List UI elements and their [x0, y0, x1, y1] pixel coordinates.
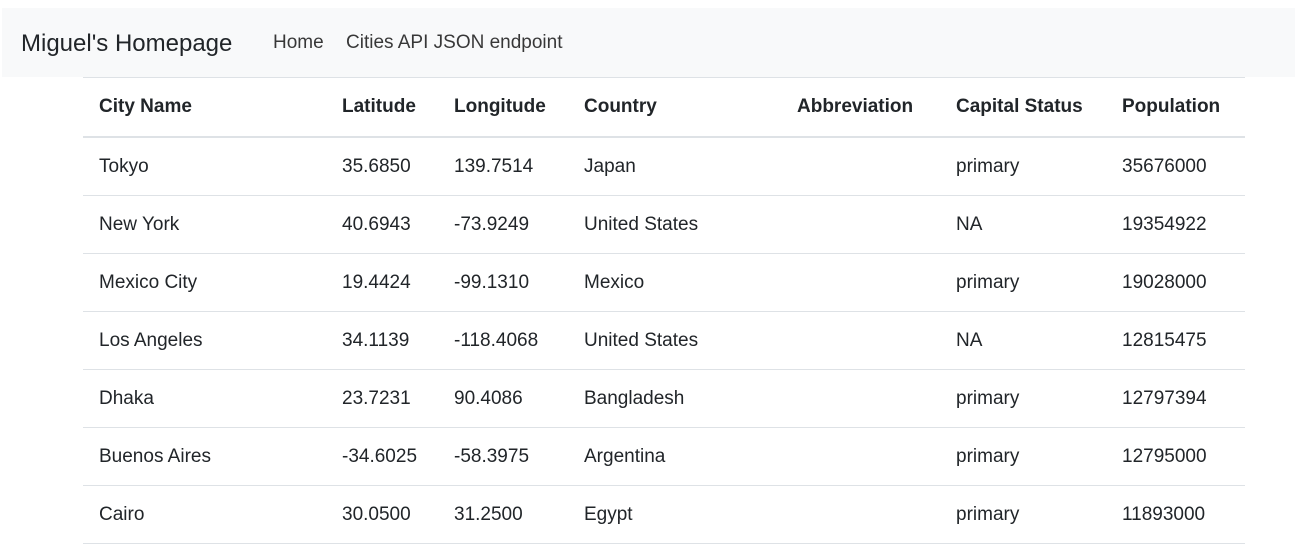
table-row: Tokyo 35.6850 139.7514 Japan primary 356… [83, 136, 1245, 196]
cell-population: 12797394 [1106, 369, 1245, 428]
cell-longitude: -99.1310 [438, 253, 568, 312]
cell-abbreviation [781, 253, 940, 312]
table-row: New York 40.6943 -73.9249 United States … [83, 195, 1245, 254]
column-header-capital-status: Capital Status [940, 77, 1106, 138]
cell-city-name: Los Angeles [83, 311, 326, 370]
cell-country: Argentina [568, 427, 781, 486]
cell-abbreviation [781, 369, 940, 428]
cell-latitude: 34.1139 [326, 311, 438, 370]
cell-capital-status: primary [940, 136, 1106, 196]
cell-longitude: 90.4086 [438, 369, 568, 428]
cell-capital-status: primary [940, 485, 1106, 544]
cell-population: 12815475 [1106, 311, 1245, 370]
cell-latitude: 40.6943 [326, 195, 438, 254]
cell-city-name: Mexico City [83, 253, 326, 312]
cell-city-name: New York [83, 195, 326, 254]
cell-latitude: 30.0500 [326, 485, 438, 544]
cell-abbreviation [781, 136, 940, 196]
cell-capital-status: NA [940, 195, 1106, 254]
cell-country: Bangladesh [568, 369, 781, 428]
cell-longitude: -73.9249 [438, 195, 568, 254]
table-row: Los Angeles 34.1139 -118.4068 United Sta… [83, 311, 1245, 370]
cell-latitude: 23.7231 [326, 369, 438, 428]
cell-country: Japan [568, 136, 781, 196]
table-header-row: City Name Latitude Longitude Country Abb… [83, 77, 1245, 138]
cell-city-name: Tokyo [83, 136, 326, 196]
cell-abbreviation [781, 427, 940, 486]
cell-latitude: 35.6850 [326, 136, 438, 196]
cell-city-name: Cairo [83, 485, 326, 544]
cell-capital-status: primary [940, 369, 1106, 428]
cell-longitude: -118.4068 [438, 311, 568, 370]
nav-link-home[interactable]: Home [273, 32, 324, 53]
cell-abbreviation [781, 311, 940, 370]
column-header-abbreviation: Abbreviation [781, 77, 940, 138]
nav-link-cities-api[interactable]: Cities API JSON endpoint [346, 32, 563, 53]
cell-country: Mexico [568, 253, 781, 312]
cell-country: United States [568, 195, 781, 254]
cell-longitude: 31.2500 [438, 485, 568, 544]
top-navbar: Miguel's Homepage Home Cities API JSON e… [2, 8, 1295, 77]
cell-capital-status: primary [940, 253, 1106, 312]
cell-population: 12795000 [1106, 427, 1245, 486]
cell-population: 19354922 [1106, 195, 1245, 254]
cell-capital-status: NA [940, 311, 1106, 370]
cell-capital-status: primary [940, 427, 1106, 486]
table-row: Mexico City 19.4424 -99.1310 Mexico prim… [83, 253, 1245, 312]
table-row: Buenos Aires -34.6025 -58.3975 Argentina… [83, 427, 1245, 486]
cell-latitude: -34.6025 [326, 427, 438, 486]
brand-link[interactable]: Miguel's Homepage [21, 30, 233, 57]
cell-longitude: -58.3975 [438, 427, 568, 486]
cell-population: 35676000 [1106, 136, 1245, 196]
cell-latitude: 19.4424 [326, 253, 438, 312]
cell-city-name: Buenos Aires [83, 427, 326, 486]
column-header-population: Population [1106, 77, 1245, 138]
column-header-longitude: Longitude [438, 77, 568, 138]
cell-longitude: 139.7514 [438, 136, 568, 196]
cell-country: Egypt [568, 485, 781, 544]
cell-city-name: Dhaka [83, 369, 326, 428]
column-header-latitude: Latitude [326, 77, 438, 138]
table-row: Cairo 30.0500 31.2500 Egypt primary 1189… [83, 485, 1245, 544]
cell-abbreviation [781, 485, 940, 544]
cell-abbreviation [781, 195, 940, 254]
column-header-city-name: City Name [83, 77, 326, 138]
cell-country: United States [568, 311, 781, 370]
table-row: Dhaka 23.7231 90.4086 Bangladesh primary… [83, 369, 1245, 428]
column-header-country: Country [568, 77, 781, 138]
cell-population: 19028000 [1106, 253, 1245, 312]
cities-table: City Name Latitude Longitude Country Abb… [83, 77, 1245, 544]
cell-population: 11893000 [1106, 485, 1245, 544]
